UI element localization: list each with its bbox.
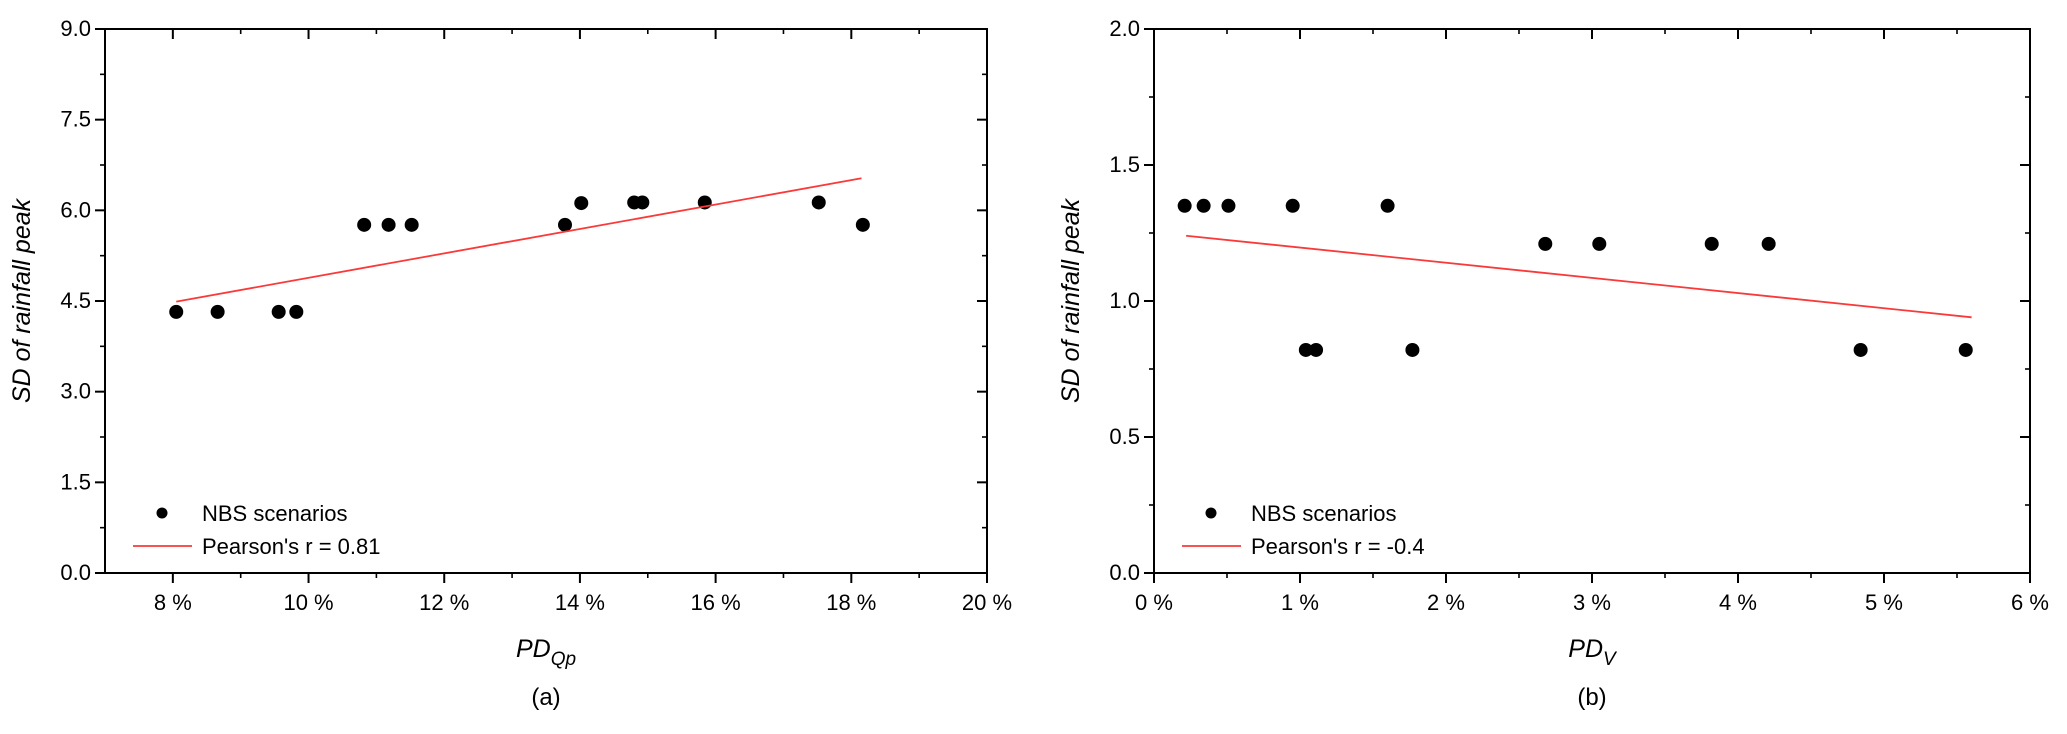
x-axis-tick-labels-a: 8 % 10 % 12 % 14 % 16 % 18 % 20 %	[154, 590, 1012, 615]
x-axis-title-b: PDV	[1568, 635, 1618, 670]
y-tick-label: 1.5	[60, 469, 91, 494]
data-point	[169, 304, 184, 319]
y-axis-tick-labels-a: 0.0 1.5 3.0 4.5 6.0 7.5 9.0	[60, 16, 91, 585]
panel-caption-b: (b)	[1577, 684, 1606, 711]
data-point	[1405, 342, 1420, 357]
data-point	[1221, 198, 1236, 213]
x-axis-title-subscript: Qp	[551, 649, 576, 670]
legend-marker-dot	[1205, 507, 1217, 519]
x-tick-label: 4 %	[1719, 590, 1757, 615]
data-point	[574, 196, 589, 211]
data-point	[1196, 198, 1211, 213]
x-tick-label: 10 %	[283, 590, 333, 615]
x-axis-title-base: PD	[516, 635, 551, 663]
y-tick-label: 9.0	[60, 16, 91, 41]
data-point	[557, 217, 572, 232]
y-tick-label: 1.0	[1109, 288, 1140, 313]
x-axis-title-base: PD	[1568, 635, 1603, 663]
data-point	[635, 195, 650, 210]
legend-marker-dot	[156, 507, 168, 519]
x-tick-label: 12 %	[419, 590, 469, 615]
scatter-series-a	[169, 195, 870, 319]
data-point	[1538, 236, 1553, 251]
data-point	[210, 304, 225, 319]
legend-label: Pearson's r = -0.4	[1251, 534, 1425, 559]
data-point	[855, 217, 870, 232]
x-tick-label: 6 %	[2011, 590, 2049, 615]
x-tick-label: 16 %	[691, 590, 741, 615]
data-point	[811, 195, 826, 210]
data-point	[1309, 342, 1324, 357]
legend-label: NBS scenarios	[1251, 501, 1397, 526]
plot-area-b	[1153, 28, 2031, 574]
data-point	[1958, 342, 1973, 357]
y-tick-label: 0.0	[60, 560, 91, 585]
y-tick-label: 6.0	[60, 197, 91, 222]
axis-ticks-a	[95, 28, 988, 583]
panel-caption-a: (a)	[531, 684, 560, 711]
x-axis-title-subscript: V	[1603, 649, 1618, 670]
y-tick-label: 2.0	[1109, 16, 1140, 41]
y-tick-label: 1.5	[1109, 152, 1140, 177]
data-point	[404, 217, 419, 232]
trend-line-b	[1186, 234, 1972, 319]
data-point	[1298, 342, 1313, 357]
y-tick-label: 0.0	[1109, 560, 1140, 585]
x-tick-label: 5 %	[1865, 590, 1903, 615]
panel-a: 8 % 10 % 12 % 14 % 16 % 18 % 20 % 0.0 1.5 3.0 4.5 6…	[8, 16, 1012, 711]
scatter-series-b	[1177, 198, 1973, 357]
trend-line-a	[176, 177, 862, 303]
x-tick-label: 3 %	[1573, 590, 1611, 615]
y-tick-label: 3.0	[60, 379, 91, 404]
axis-ticks-b	[1144, 28, 2031, 583]
data-point	[1592, 236, 1607, 251]
data-point	[1380, 198, 1395, 213]
legend-label: NBS scenarios	[202, 501, 348, 526]
data-point	[289, 304, 304, 319]
x-tick-label: 2 %	[1427, 590, 1465, 615]
legend-b: NBS scenarios Pearson's r = -0.4	[1182, 501, 1425, 559]
y-tick-label: 4.5	[60, 288, 91, 313]
y-axis-tick-labels-b: 0.0 0.5 1.0 1.5 2.0	[1109, 16, 1140, 585]
x-axis-title-a: PDQp	[516, 635, 576, 670]
x-tick-label: 14 %	[555, 590, 605, 615]
data-point	[381, 217, 396, 232]
legend-label: Pearson's r = 0.81	[202, 534, 380, 559]
x-tick-label: 8 %	[154, 590, 192, 615]
x-axis-tick-labels-b: 0 % 1 % 2 % 3 % 4 % 5 % 6 %	[1135, 590, 2049, 615]
data-point	[271, 304, 286, 319]
y-axis-title-a: SD of rainfall peak	[8, 197, 36, 403]
data-point	[1177, 198, 1192, 213]
panel-b: 0 % 1 % 2 % 3 % 4 % 5 % 6 % 0.0 0.5 1.0 1.5 2.0 PDV S…	[1057, 16, 2049, 711]
x-tick-label: 18 %	[826, 590, 876, 615]
data-point	[1853, 342, 1868, 357]
x-tick-label: 20 %	[962, 590, 1012, 615]
data-point	[1761, 236, 1776, 251]
legend-a: NBS scenarios Pearson's r = 0.81	[133, 501, 380, 559]
y-axis-title-b: SD of rainfall peak	[1057, 197, 1085, 403]
y-tick-label: 7.5	[60, 107, 91, 132]
plot-area-a	[104, 28, 988, 574]
x-tick-label: 0 %	[1135, 590, 1173, 615]
x-tick-label: 1 %	[1281, 590, 1319, 615]
y-tick-label: 0.5	[1109, 424, 1140, 449]
data-point	[357, 217, 372, 232]
data-point	[1285, 198, 1300, 213]
data-point	[1704, 236, 1719, 251]
